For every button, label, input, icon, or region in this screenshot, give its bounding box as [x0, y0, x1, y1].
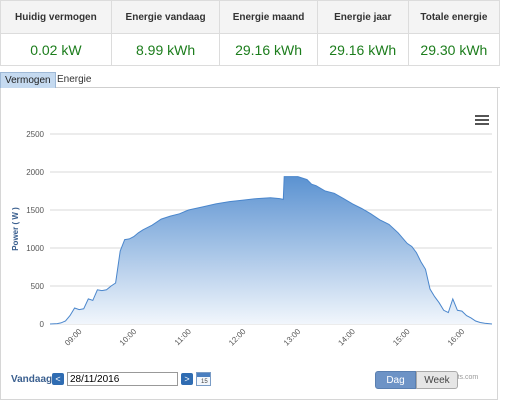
- x-tick-label: 13:00: [282, 327, 303, 348]
- calendar-icon[interactable]: 15: [196, 372, 211, 386]
- value-huidig-vermogen: 0.02 kW: [0, 33, 112, 66]
- x-axis-ticks: 09:00 10:00 11:00 12:00 13:00 14:00 15:00 16:00: [63, 327, 467, 348]
- header-energie-maand: Energie maand: [219, 0, 318, 34]
- header-huidig-vermogen: Huidig vermogen: [0, 0, 112, 34]
- chart-panel: [0, 88, 498, 400]
- menu-icon[interactable]: [475, 115, 489, 127]
- tab-energie[interactable]: Energie: [57, 74, 92, 85]
- x-tick-label: 14:00: [336, 327, 357, 348]
- y-tick-label: 2500: [26, 130, 44, 139]
- header-totale-energie: Totale energie: [407, 0, 501, 34]
- summary-value-row: 0.02 kW 8.99 kWh 29.16 kWh 29.16 kWh 29.…: [0, 33, 501, 66]
- value-energie-jaar: 29.16 kWh: [316, 33, 409, 66]
- tab-vermogen[interactable]: Vermogen: [0, 72, 56, 88]
- value-totale-energie: 29.30 kWh: [407, 33, 501, 66]
- header-energie-vandaag: Energie vandaag: [110, 0, 221, 34]
- value-energie-vandaag: 8.99 kWh: [110, 33, 221, 66]
- y-axis-label: Power ( W ): [11, 207, 20, 251]
- summary-table: Huidig vermogen Energie vandaag Energie …: [0, 0, 501, 66]
- x-tick-label: 12:00: [227, 327, 248, 348]
- y-tick-label: 0: [40, 320, 45, 329]
- y-tick-label: 1000: [26, 244, 44, 253]
- y-tick-label: 2000: [26, 168, 44, 177]
- y-tick-label: 500: [31, 282, 45, 291]
- view-dag-button[interactable]: Dag: [375, 371, 416, 389]
- power-line: [49, 176, 493, 325]
- chevron-left-icon[interactable]: <: [52, 373, 64, 385]
- value-energie-maand: 29.16 kWh: [219, 33, 318, 66]
- y-axis-ticks: 0 500 1000 1500 2000 2500: [26, 130, 44, 329]
- date-input[interactable]: [67, 372, 178, 386]
- chart-credits: charts.com: [444, 374, 479, 381]
- power-area: [50, 176, 492, 324]
- tab-bar: Vermogen Energie: [0, 70, 500, 88]
- y-tick-label: 1500: [26, 206, 44, 215]
- x-tick-label: 10:00: [118, 327, 139, 348]
- chevron-right-icon[interactable]: >: [181, 373, 193, 385]
- x-tick-label: 16:00: [446, 327, 467, 348]
- header-energie-jaar: Energie jaar: [316, 0, 409, 34]
- x-tick-label: 11:00: [173, 327, 193, 347]
- date-label: Vandaag: [11, 374, 53, 385]
- x-tick-label: 15:00: [391, 327, 412, 348]
- summary-header-row: Huidig vermogen Energie vandaag Energie …: [0, 0, 501, 34]
- view-week-button[interactable]: Week: [416, 371, 458, 389]
- x-tick-label: 09:00: [63, 327, 84, 348]
- power-chart: 0 500 1000 1500 2000 2500 09:00 10:00 11:00 12:0…: [11, 130, 493, 348]
